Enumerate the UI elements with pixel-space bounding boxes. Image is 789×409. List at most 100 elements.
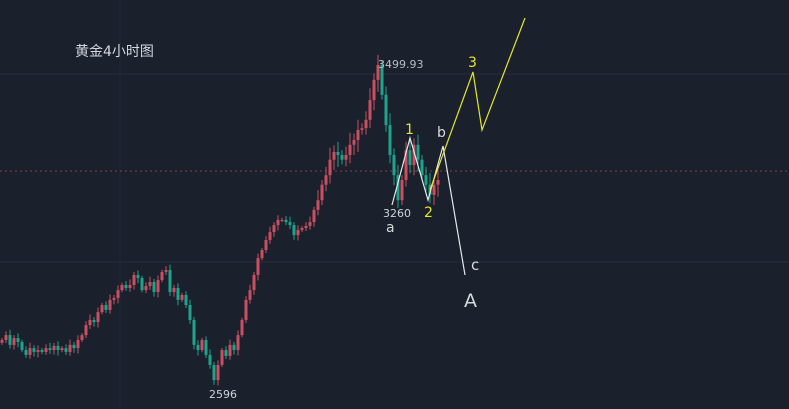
candle-body: [116, 290, 120, 298]
candle-body: [312, 209, 316, 223]
candle-body: [348, 144, 352, 155]
candle-body: [244, 299, 248, 320]
candle-body: [364, 119, 368, 129]
wave-label-1: 1: [405, 122, 414, 138]
candle-body: [92, 319, 96, 323]
candle-body: [196, 344, 200, 351]
candle-body: [32, 348, 36, 352]
candle-body: [44, 348, 48, 352]
candle-body: [8, 335, 12, 345]
candle-body: [436, 179, 440, 185]
candle-body: [60, 348, 64, 351]
candle-body: [96, 312, 100, 323]
candle-body: [408, 150, 412, 166]
chart-title: 黄金4小时图: [75, 44, 154, 60]
candle-body: [64, 348, 68, 352]
candle-body: [24, 350, 28, 355]
candle-body: [184, 295, 188, 306]
candle-body: [328, 159, 332, 176]
candle-body: [228, 344, 232, 356]
candle-body: [280, 219, 284, 221]
candle-body: [320, 184, 324, 201]
candle-body: [288, 222, 292, 226]
candle-body: [272, 225, 276, 233]
candle-body: [300, 228, 304, 230]
candle-body: [260, 250, 264, 259]
candle-body: [136, 274, 140, 278]
candle-body: [256, 258, 260, 275]
candle-body: [80, 335, 84, 341]
candle-body: [396, 175, 400, 201]
candle-body: [156, 280, 160, 293]
candle-body: [308, 222, 312, 226]
candle-body: [16, 338, 20, 342]
candle-body: [336, 151, 340, 155]
candle-body: [352, 140, 356, 145]
candle-body: [164, 270, 168, 272]
candle-body: [252, 274, 256, 291]
candle-body: [84, 325, 88, 336]
candle-body: [360, 128, 364, 130]
candle-body: [128, 284, 132, 288]
candle-body: [284, 219, 288, 223]
swing-low-label: 3260: [383, 207, 411, 220]
candle-body: [100, 305, 104, 313]
candle-body: [36, 350, 40, 352]
candle-body: [140, 277, 144, 291]
candle-body: [344, 154, 348, 160]
candle-body: [416, 144, 420, 160]
candle-body: [72, 344, 76, 349]
candle-body: [412, 144, 416, 166]
candle-body: [124, 284, 128, 288]
candle-body: [76, 340, 80, 349]
candle-body: [268, 232, 272, 240]
candle-body: [12, 338, 16, 345]
candle-body: [188, 305, 192, 320]
candle-body: [236, 335, 240, 351]
candle-body: [132, 274, 136, 285]
candle-body: [0, 340, 4, 343]
candle-body: [248, 290, 252, 300]
candle-body: [404, 150, 408, 180]
candle-body: [388, 125, 392, 155]
candle-body: [56, 345, 60, 351]
candle-body: [28, 348, 32, 355]
candle-body: [332, 151, 336, 160]
candle-body: [340, 154, 344, 160]
candle-body: [240, 319, 244, 336]
candle-body: [160, 271, 164, 281]
candle-body: [120, 284, 124, 291]
candle-body: [168, 270, 172, 293]
candle-body: [204, 340, 208, 355]
candle-body: [88, 319, 92, 326]
candle-body: [52, 345, 56, 351]
wave-label-c: c: [471, 256, 479, 274]
candle-body: [384, 94, 388, 126]
candle-body: [356, 129, 360, 141]
candle-body: [48, 348, 52, 351]
candle-body: [424, 175, 428, 185]
candle-body: [304, 225, 308, 229]
candle-body: [372, 79, 376, 101]
candle-body: [148, 281, 152, 287]
candle-body: [104, 305, 108, 310]
candle-body: [292, 225, 296, 236]
candle-body: [216, 364, 220, 381]
wave-label-A: A: [464, 290, 477, 312]
candle-body: [380, 64, 384, 95]
candle-body: [224, 350, 228, 356]
candle-body: [152, 281, 156, 293]
candle-body: [232, 344, 236, 351]
candle-body: [68, 344, 72, 352]
candle-body: [368, 100, 372, 120]
candle-body: [144, 286, 148, 291]
candle-body: [208, 354, 212, 365]
candle-body: [420, 159, 424, 176]
candle-body: [112, 297, 116, 300]
candle-body: [296, 229, 300, 236]
candle-body: [172, 287, 176, 293]
candle-body: [432, 184, 436, 195]
wave-label-2: 2: [424, 205, 433, 221]
